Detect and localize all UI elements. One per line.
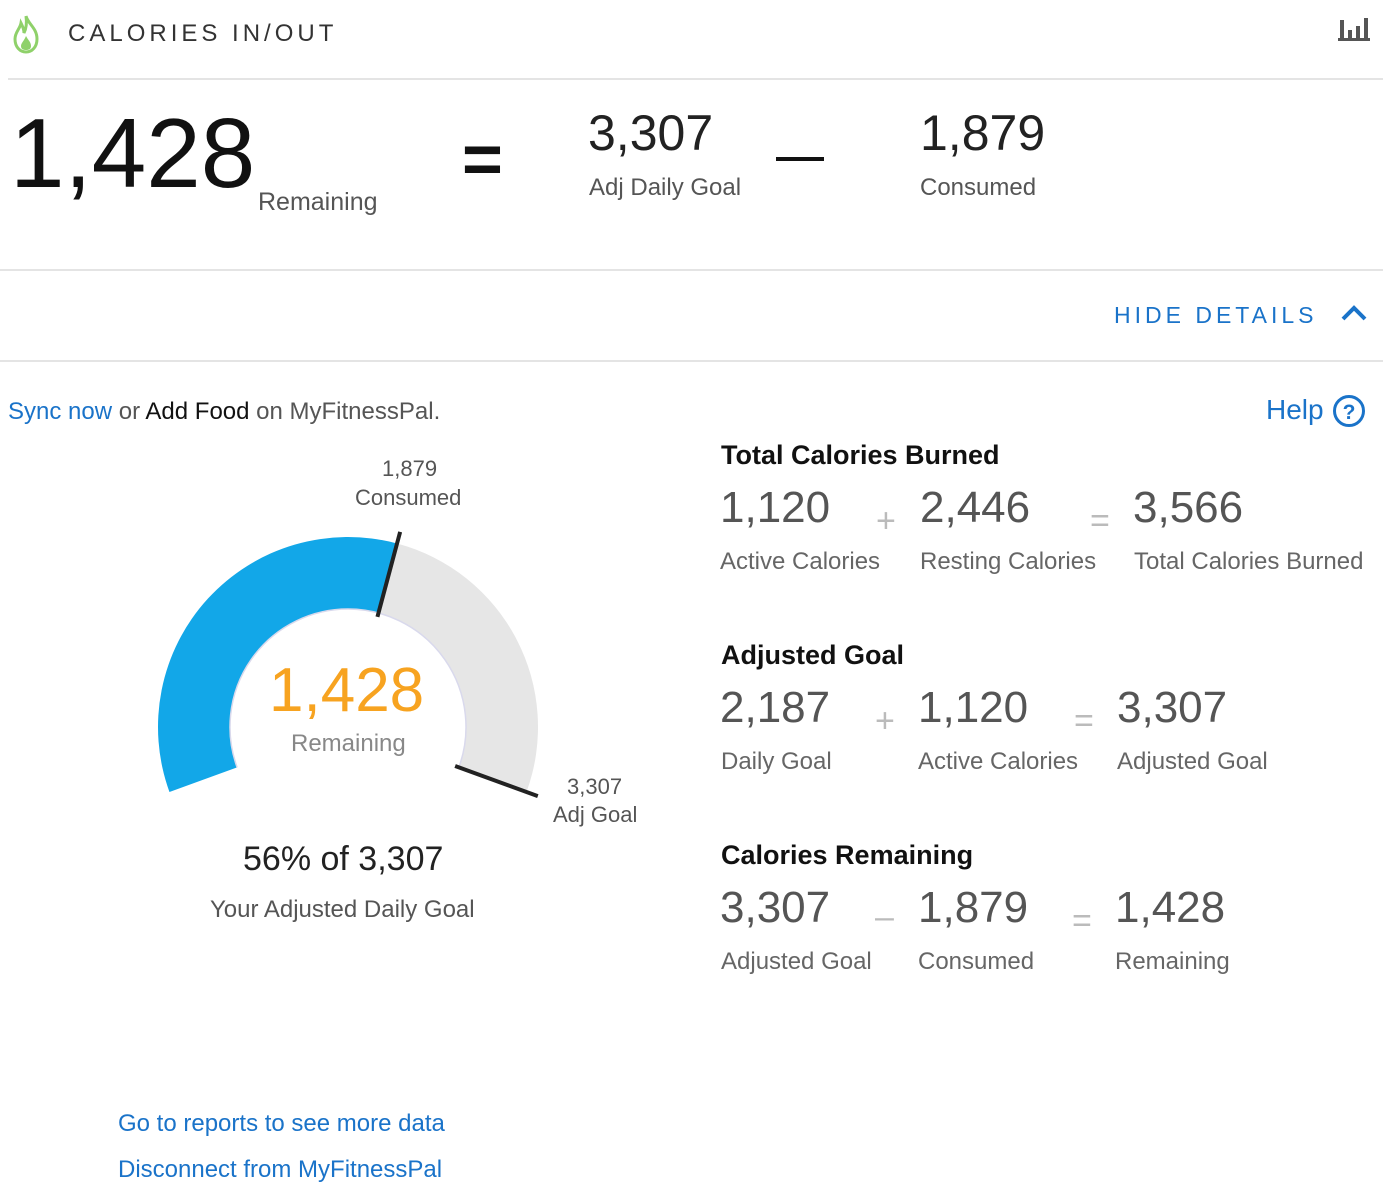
consumed-value: 1,879: [920, 105, 1046, 161]
consumed-value: 1,879: [918, 883, 1029, 932]
disconnect-link[interactable]: Disconnect from MyFitnessPal: [118, 1156, 443, 1183]
minus-sign: [776, 157, 824, 161]
active-calories-label: Active Calories: [720, 548, 881, 575]
adjusted-goal-section: Adjusted Goal 2,187 + 1,120 = 3,307 Dail…: [720, 640, 1380, 790]
active-calories-label: Active Calories: [918, 748, 1079, 775]
bar-chart-icon[interactable]: [1338, 16, 1370, 42]
resting-calories-value: 2,446: [920, 483, 1031, 532]
equals-sign: =: [1074, 702, 1094, 740]
flame-icon: [13, 15, 39, 54]
gauge-remaining-label: Remaining: [291, 730, 406, 757]
total-calories-burned-section: Total Calories Burned 1,120 + 2,446 = 3,…: [720, 440, 1380, 590]
gauge-consumed-label: Consumed: [355, 485, 462, 510]
total-burned-value: 3,566: [1133, 483, 1244, 532]
consumed-label: Consumed: [920, 174, 1037, 201]
calorie-gauge: [158, 531, 539, 798]
consumed-label: Consumed: [918, 948, 1035, 975]
help-link[interactable]: Help: [1266, 394, 1324, 425]
gauge-remaining-arc: [378, 543, 538, 792]
or-text: or: [112, 398, 146, 425]
adj-daily-goal-label: Adj Daily Goal: [589, 174, 742, 201]
equals-sign: =: [462, 120, 503, 198]
percent-of-goal: 56% of 3,307: [243, 840, 444, 878]
total-burned-label: Total Calories Burned: [1134, 548, 1364, 575]
header: CALORIES IN/OUT: [0, 0, 1383, 80]
gauge-consumed-tick: [375, 531, 403, 618]
equals-sign: =: [1072, 902, 1092, 940]
plus-sign: +: [876, 502, 896, 540]
gauge-inner-ring: [229, 608, 467, 768]
question-circle-icon[interactable]: ?: [1332, 394, 1366, 428]
daily-goal-value: 2,187: [720, 683, 831, 732]
gauge-remaining-value: 1,428: [269, 656, 425, 725]
section-title: Adjusted Goal: [721, 640, 905, 670]
active-calories-value: 1,120: [918, 683, 1029, 732]
gauge-consumed-value: 1,879: [382, 456, 438, 481]
svg-text:?: ?: [1343, 401, 1356, 424]
sync-line: Sync now or Add Food on MyFitnessPal.: [8, 398, 440, 426]
gauge-goal-tick: [454, 764, 539, 798]
remaining-label: Remaining: [258, 188, 378, 216]
plus-sign: +: [875, 702, 895, 740]
gauge-goal-value: 3,307: [567, 774, 623, 799]
percent-of-goal-label: Your Adjusted Daily Goal: [210, 896, 475, 923]
section-title: Total Calories Burned: [721, 440, 1000, 470]
add-food-link[interactable]: Add Food: [145, 398, 250, 425]
equals-sign: =: [1090, 502, 1110, 540]
widget-title: CALORIES IN/OUT: [68, 20, 338, 47]
remaining-label: Remaining: [1115, 948, 1230, 975]
on-text: on MyFitnessPal.: [249, 398, 441, 425]
go-to-reports-link[interactable]: Go to reports to see more data: [118, 1110, 445, 1137]
divider: [8, 78, 1383, 80]
resting-calories-label: Resting Calories: [920, 548, 1097, 575]
calories-remaining-section: Calories Remaining 3,307 – 1,879 = 1,428…: [720, 840, 1380, 990]
minus-sign: –: [875, 898, 894, 936]
chevron-up-icon[interactable]: [1340, 302, 1368, 324]
section-title: Calories Remaining: [721, 840, 974, 870]
adjusted-goal-value: 3,307: [1117, 683, 1228, 732]
adjusted-goal-value: 3,307: [720, 883, 831, 932]
remaining-value: 1,428: [10, 98, 256, 208]
divider: [0, 360, 1383, 362]
divider: [0, 269, 1383, 271]
active-calories-value: 1,120: [720, 483, 831, 532]
remaining-value: 1,428: [1115, 883, 1226, 932]
gauge-goal-label: Adj Goal: [553, 802, 638, 827]
adj-daily-goal-value: 3,307: [588, 105, 714, 161]
hide-details-button[interactable]: HIDE DETAILS: [1114, 302, 1318, 328]
adjusted-goal-label: Adjusted Goal: [1117, 748, 1268, 775]
daily-goal-label: Daily Goal: [721, 748, 832, 775]
adjusted-goal-label: Adjusted Goal: [721, 948, 872, 975]
gauge-consumed-arc: [158, 537, 398, 792]
sync-now-link[interactable]: Sync now: [8, 398, 113, 425]
